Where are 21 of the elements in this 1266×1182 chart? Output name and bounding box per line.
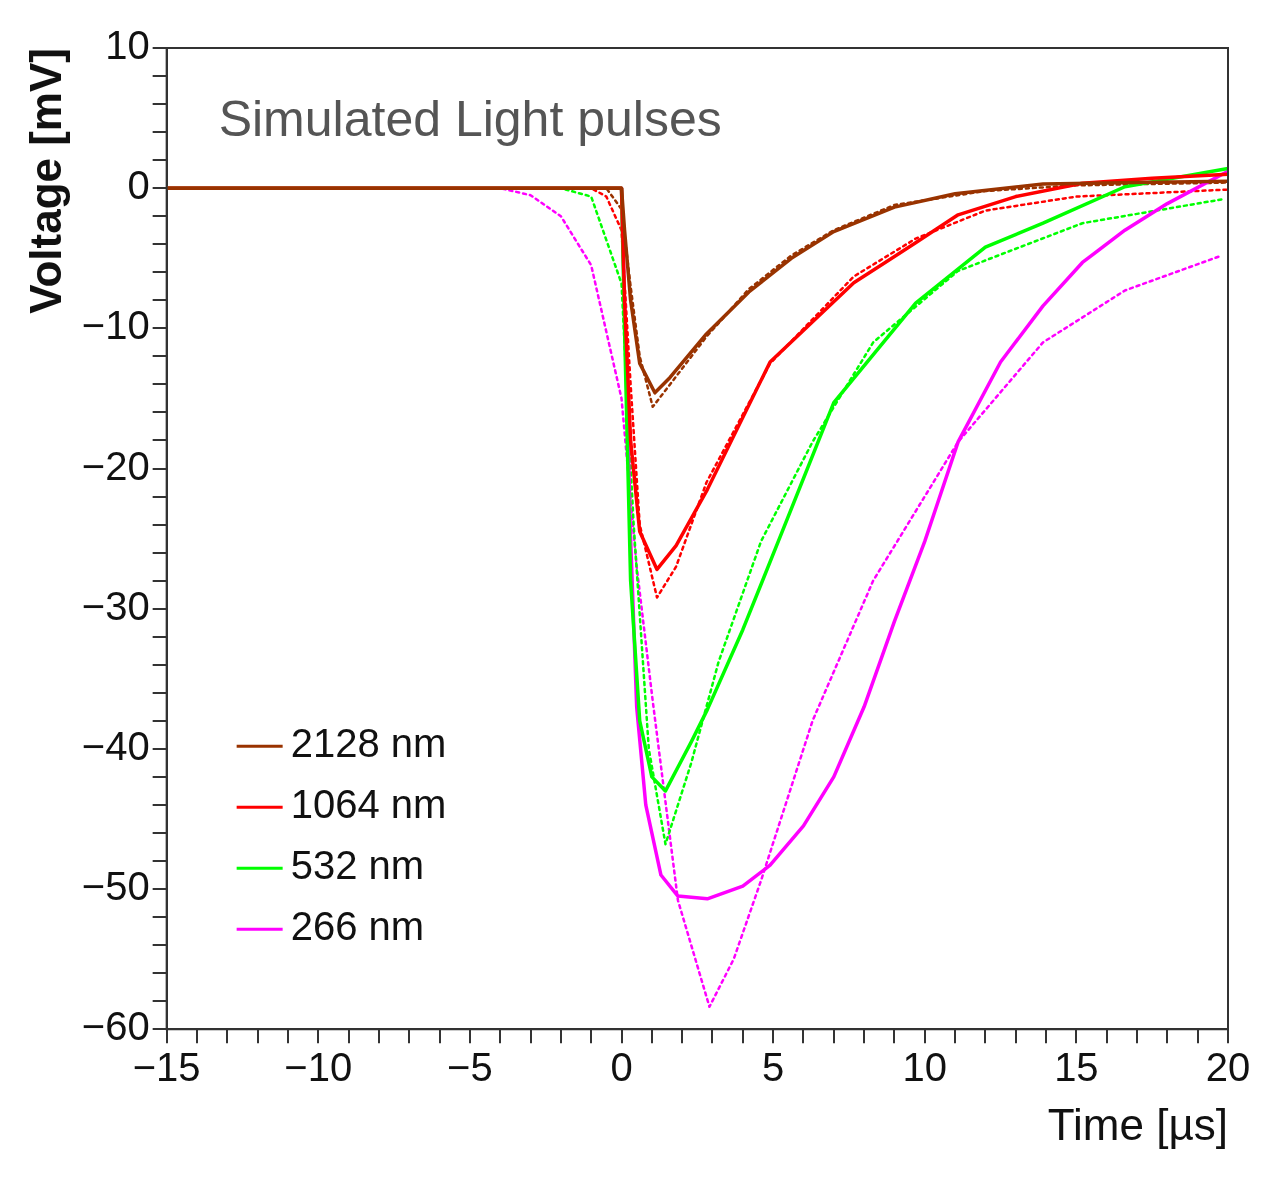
y-tick-label: 0 [127, 163, 150, 208]
text: Simulated Light pulses [218, 90, 722, 147]
y-tick-label: −20 [81, 443, 150, 488]
x-tick-label: −10 [284, 1045, 353, 1090]
x-axis-title: Time [µs] [1047, 1099, 1228, 1149]
x-tick-label: −5 [447, 1045, 493, 1090]
x-tick-label: 10 [902, 1045, 948, 1090]
legend-label: 532 nm [290, 843, 425, 888]
legend-label: 1064 nm [290, 782, 447, 827]
y-tick-label: −30 [81, 583, 150, 628]
x-tick-label: 15 [1054, 1045, 1099, 1090]
y-tick-label: −10 [81, 303, 150, 348]
x-tick-label: 0 [610, 1045, 633, 1090]
y-axis-title: Voltage [mV] [20, 48, 70, 314]
legend-label: 2128 nm [290, 721, 447, 766]
legend-label: 266 nm [290, 904, 425, 949]
y-tick-label: 10 [105, 23, 150, 68]
y-tick-label: −50 [81, 864, 150, 909]
y-tick-label: −40 [81, 723, 150, 768]
x-tick-label: 5 [762, 1045, 785, 1090]
x-tick-label: 20 [1205, 1045, 1251, 1090]
